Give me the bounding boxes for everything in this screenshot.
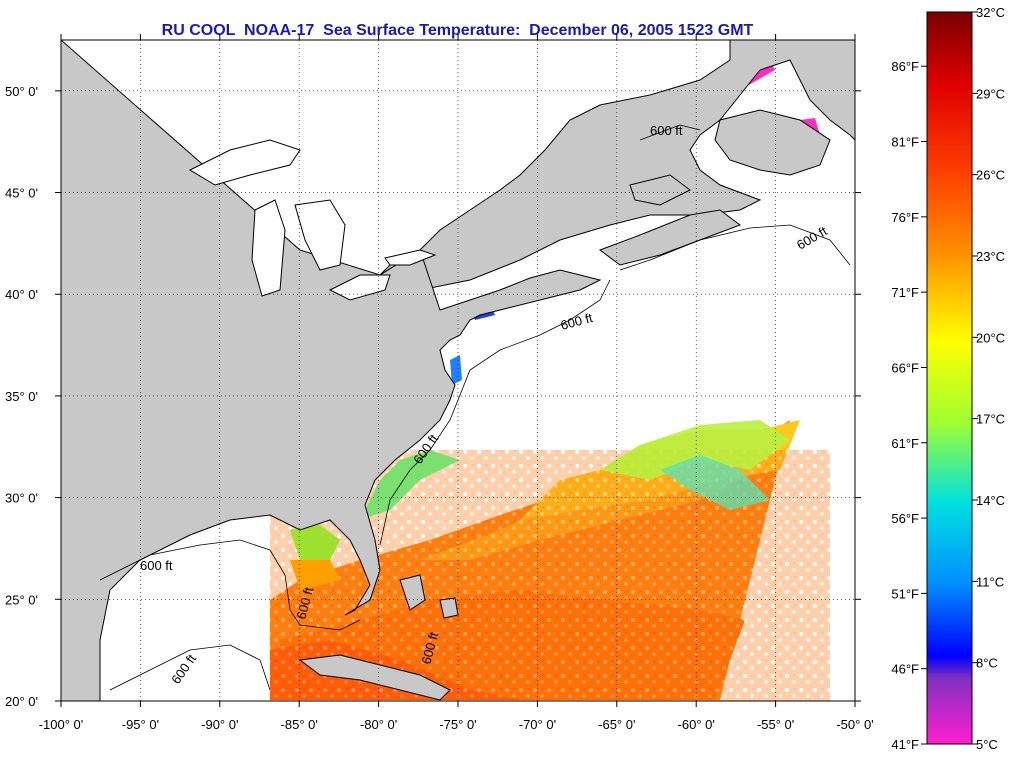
lon-tick-label: -75° 0' [439,717,476,732]
lon-tick-label: -90° 0' [201,717,238,732]
latitude-tick-labels: 20° 0' 25° 0' 30° 0' 35° 0' 40° 0' 45° 0' 50° … [5,84,38,709]
contour-label-gulf-st-lawrence: 600 ft [650,123,683,138]
colorbar-label-f: 76°F [891,210,919,225]
land-east-coast [61,40,602,701]
lon-tick-label: -70° 0' [519,717,556,732]
colorbar-label-f: 86°F [891,59,919,74]
land-pei [629,174,691,206]
lon-tick-label: -95° 0' [122,717,159,732]
colorbar-label-f: 56°F [891,511,919,526]
colorbar-label-c: 29°C [976,86,1005,101]
depth-contours [99,124,851,691]
land-nova-scotia [598,209,742,266]
longitude-tick-labels: -100° 0' -95° 0' -90° 0' -85° 0' -80° 0' -75°… [39,717,874,732]
colorbar-label-f: 71°F [891,285,919,300]
lon-tick-label: -80° 0' [360,717,397,732]
lon-tick-label: -85° 0' [281,717,318,732]
colorbar-label-c: 11°C [976,574,1004,589]
colorbar-label-c: 14°C [976,493,1005,508]
colorbar-label-c: 32°C [976,5,1005,20]
lat-tick-label: 35° 0' [5,389,38,404]
map-title: RU COOL NOAA-17 Sea Surface Temperature:… [161,22,754,39]
colorbar-label-f: 61°F [891,436,919,451]
lon-tick-label: -60° 0' [678,717,715,732]
lon-tick-label: -50° 0' [836,717,873,732]
lat-tick-label: 25° 0' [5,592,38,607]
lon-tick-label: -55° 0' [757,717,794,732]
colorbar-label-c: 26°C [976,168,1005,183]
colorbar-label-f: 81°F [891,135,919,150]
lat-tick-label: 50° 0' [5,84,38,99]
great-lakes [188,139,437,301]
sst-data-layer [270,60,830,701]
colorbar-label-f: 51°F [891,586,919,601]
colorbar [926,11,973,745]
lat-tick-label: 40° 0' [5,287,38,302]
lat-tick-label: 45° 0' [5,186,38,201]
lat-tick-label: 30° 0' [5,491,38,506]
colorbar-label-f: 41°F [891,737,919,752]
colorbar-label-c: 20°C [976,330,1005,345]
colorbar-label-c: 8°C [976,656,998,671]
axis-ticks [55,34,861,707]
land-north-america [61,40,855,291]
colorbar-celsius-labels: 32°C 29°C 26°C 23°C 20°C 17°C 14°C 11°C 8°C 5°C [972,5,1005,752]
colorbar-fahrenheit-labels: 86°F 81°F 76°F 71°F 66°F 61°F 56°F 51°F 46°F 41°F [891,59,927,752]
lon-tick-label: -65° 0' [598,717,635,732]
colorbar-label-c: 5°C [976,737,998,752]
colorbar-label-f: 46°F [891,662,919,677]
land-newfoundland [714,109,831,176]
colorbar-label-f: 66°F [891,360,919,375]
lon-tick-label: -100° 0' [39,717,84,732]
colorbar-label-c: 23°C [976,249,1005,264]
lat-tick-label: 20° 0' [5,694,38,709]
colorbar-label-c: 17°C [976,412,1005,427]
lat-lon-grid [61,40,855,701]
contour-label-gulf: 600 ft [140,558,173,573]
